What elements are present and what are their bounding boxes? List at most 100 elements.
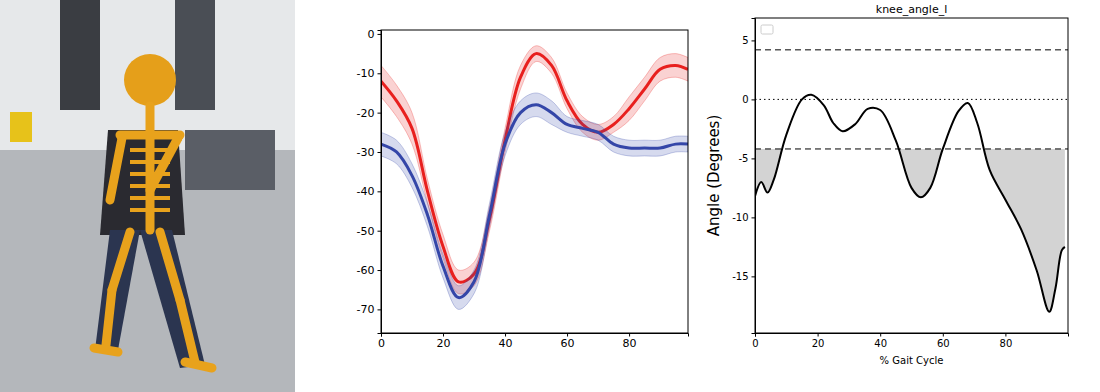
- y-tick-label: -60: [357, 264, 375, 277]
- photo-person: [94, 54, 212, 368]
- x-axis-title: % Gait Cycle: [880, 355, 944, 366]
- y-tick-mark: [378, 309, 382, 310]
- skeleton-bone: [112, 232, 130, 290]
- y-tick-mark: [378, 34, 382, 35]
- y-tick-mark: [378, 113, 382, 114]
- series-line: [755, 95, 1065, 312]
- y-tick-label: -50: [357, 225, 375, 238]
- y-tick-label: -10: [732, 212, 748, 223]
- chart-0: 0 20 40 60 80 -70 -60 -50 -40 -30 -20 -10 0: [357, 28, 689, 350]
- skeleton-bone: [94, 348, 118, 352]
- y-tick-mark: [378, 270, 382, 271]
- y-tick-label: -30: [357, 146, 375, 159]
- y-tick-mark: [752, 40, 756, 41]
- series-line: [381, 54, 688, 283]
- person-leg: [95, 230, 140, 350]
- x-axis-line: [382, 334, 689, 337]
- photo-equipment: [185, 130, 275, 190]
- error-band: [381, 93, 688, 309]
- person-torso: [100, 130, 185, 235]
- y-tick-mark: [378, 191, 382, 192]
- skeleton-bone: [110, 138, 122, 200]
- y-tick-label: -5: [739, 153, 749, 164]
- y-tick: 5: [742, 35, 755, 46]
- y-tick: 0: [368, 28, 382, 41]
- chart-1: 0 20 40 60 80 -15 -10 -5 0 5 knee_angle_l % Gait Cy…: [705, 3, 1069, 366]
- y-tick: -60: [357, 264, 381, 277]
- y-tick-mark: [752, 99, 756, 100]
- x-tick-label: 20: [812, 338, 825, 349]
- y-tick-mark: [752, 217, 756, 218]
- photo-panel: [0, 0, 295, 392]
- plot-area: [755, 50, 1068, 312]
- series-line: [381, 105, 688, 298]
- y-axis-title: Angle (Degrees): [705, 115, 723, 237]
- y-tick: -30: [357, 146, 381, 159]
- y-tick-label: -40: [357, 185, 375, 198]
- x-tick-label: 60: [561, 337, 575, 350]
- plot-area: [381, 46, 688, 310]
- skeleton-rib: [130, 196, 170, 200]
- x-tick-label: 0: [752, 338, 758, 349]
- skeleton-rib: [130, 172, 170, 176]
- y-tick-label: -20: [357, 107, 375, 120]
- legend-box: [761, 25, 773, 34]
- x-tick-label: 80: [1000, 338, 1013, 349]
- skeleton-skull: [124, 54, 176, 106]
- x-tick: 80: [623, 333, 637, 350]
- shaded-area: [755, 149, 1065, 312]
- skeleton-bone: [160, 232, 180, 300]
- x-tick-mark: [443, 333, 444, 337]
- x-tick-label: 40: [874, 338, 887, 349]
- y-tick: -15: [732, 271, 755, 282]
- y-tick-mark: [378, 73, 382, 74]
- plot-frame: [381, 30, 688, 333]
- x-axis: 0 20 40 60 80: [752, 333, 1068, 349]
- plot-frame: [755, 18, 1068, 333]
- skeleton-bone: [120, 131, 180, 140]
- x-axis: 0 20 40 60 80: [378, 333, 689, 350]
- y-tick-label: -10: [357, 67, 375, 80]
- x-tick-label: 0: [378, 337, 385, 350]
- y-tick-mark: [752, 276, 756, 277]
- x-tick: 20: [812, 333, 825, 349]
- reference-line: [755, 148, 1068, 149]
- figure: 020406080-70-60-50-40-30-20-100020406080…: [0, 0, 1100, 392]
- y-tick-mark: [378, 152, 382, 153]
- y-tick: -20: [357, 107, 381, 120]
- y-tick: -5: [739, 153, 755, 164]
- x-tick-mark: [567, 333, 568, 337]
- x-tick-label: 60: [937, 338, 950, 349]
- photo-background: [0, 0, 295, 392]
- x-tick-label: 20: [437, 337, 451, 350]
- skeleton-rib: [130, 148, 170, 152]
- y-tick: -10: [732, 212, 755, 223]
- x-tick-mark: [505, 333, 506, 337]
- x-tick-mark: [629, 333, 630, 337]
- y-tick-mark: [378, 231, 382, 232]
- y-tick-label: 5: [742, 35, 748, 46]
- y-tick-label: 0: [742, 94, 748, 105]
- x-tick-mark: [880, 333, 881, 337]
- y-tick-label: -70: [357, 303, 375, 316]
- y-axis: -15 -10 -5 0 5: [732, 19, 755, 334]
- y-tick-label: 0: [368, 28, 375, 41]
- x-tick: 40: [499, 333, 513, 350]
- y-tick: -10: [357, 67, 381, 80]
- x-tick-mark: [818, 333, 819, 337]
- x-tick-label: 80: [623, 337, 637, 350]
- x-axis-line: [756, 334, 1069, 337]
- x-tick: 60: [937, 333, 950, 349]
- reference-line: [755, 49, 1068, 50]
- x-tick: 0: [378, 333, 385, 350]
- x-tick-mark: [943, 333, 944, 337]
- chart-title: knee_angle_l: [876, 3, 947, 16]
- photo-door: [60, 0, 100, 110]
- x-tick-label: 40: [499, 337, 513, 350]
- error-band: [381, 46, 688, 294]
- skeleton-rib: [130, 208, 170, 212]
- y-tick: -40: [357, 185, 381, 198]
- x-tick: 0: [752, 333, 758, 349]
- y-tick-mark: [752, 158, 756, 159]
- x-tick: 20: [437, 333, 451, 350]
